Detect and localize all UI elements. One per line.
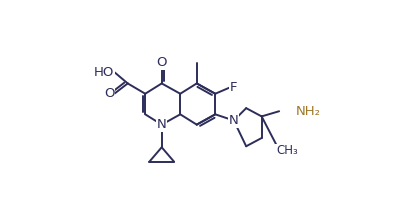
Text: F: F xyxy=(230,81,237,94)
Text: CH₃: CH₃ xyxy=(276,144,298,157)
Text: N: N xyxy=(157,118,166,131)
Text: N: N xyxy=(229,114,239,127)
Text: HO: HO xyxy=(94,66,114,79)
Text: O: O xyxy=(157,56,167,69)
Text: NH₂: NH₂ xyxy=(295,105,321,118)
Text: O: O xyxy=(104,87,114,100)
